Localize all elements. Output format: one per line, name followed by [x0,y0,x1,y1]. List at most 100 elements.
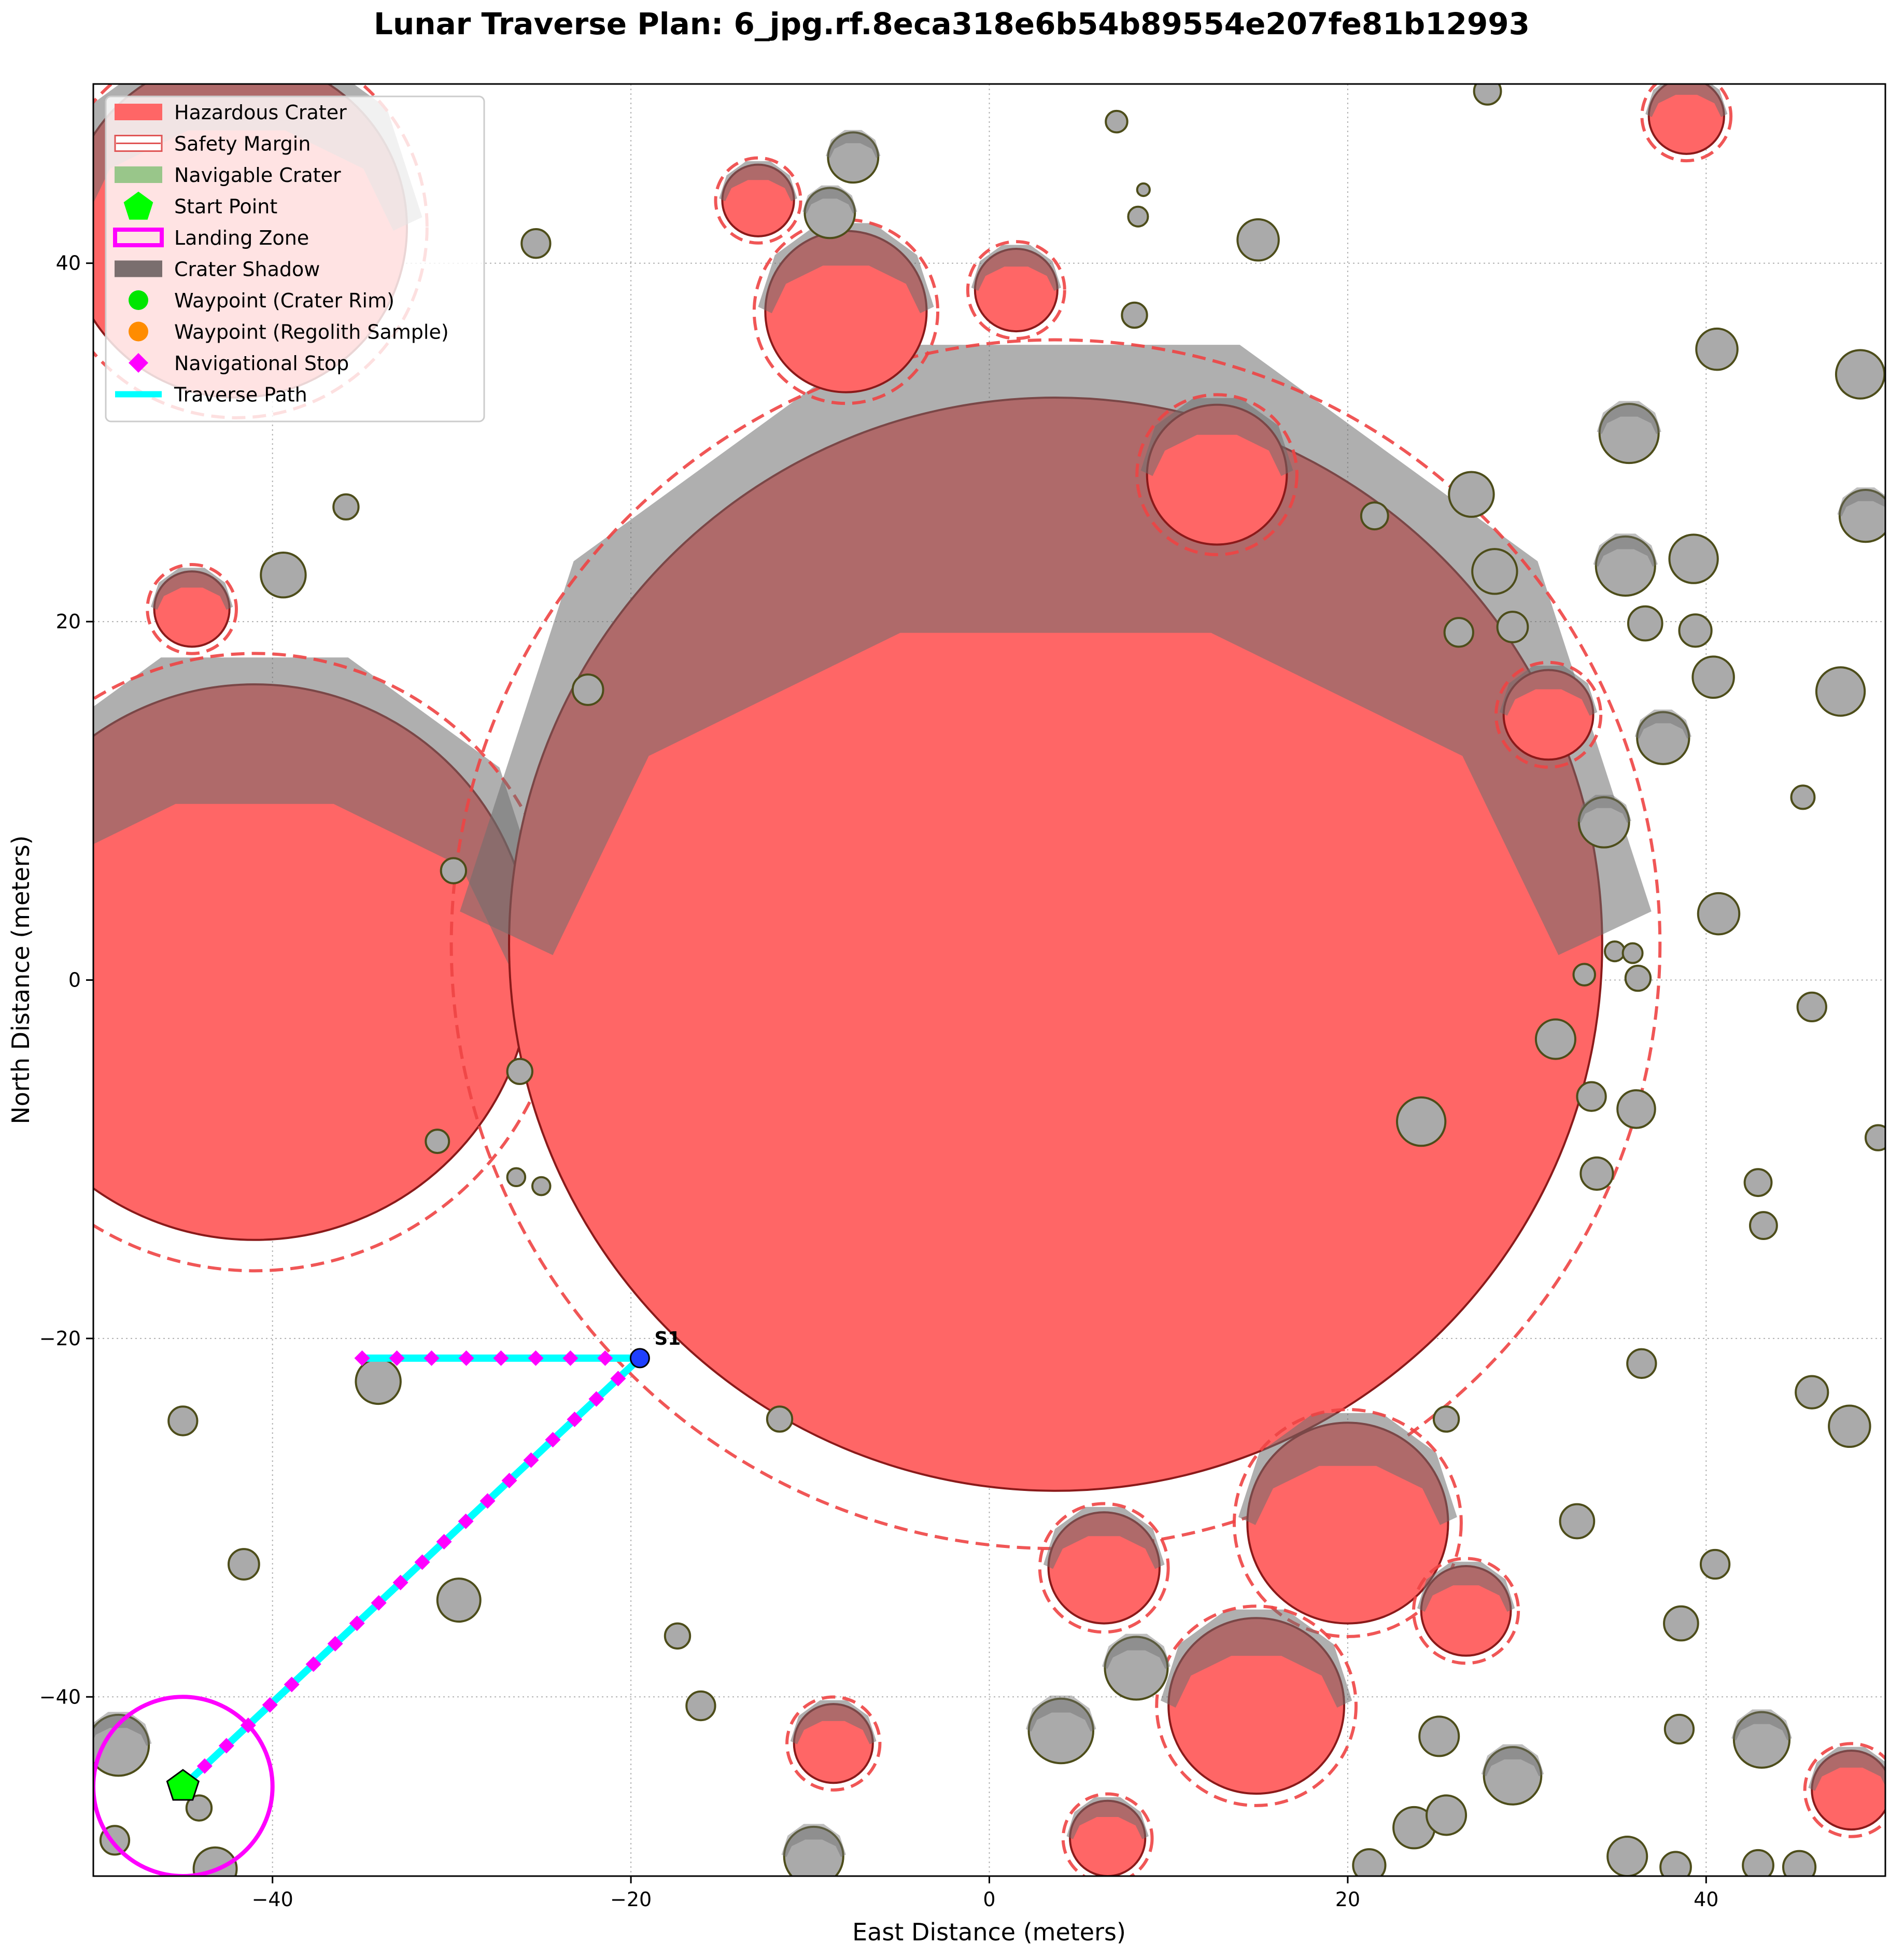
crater-shadow [781,1824,846,1857]
navigable-crater [1627,605,1663,642]
safety-margin [785,1695,882,1792]
navigational-stop [327,1636,343,1652]
navigational-stop [218,1738,234,1754]
crater-shadow [826,130,881,158]
safety-margin [1038,1502,1170,1634]
crater-shadow [1837,487,1885,517]
legend-swatch [129,290,148,310]
y-tick-label: 0 [68,969,81,992]
legend-swatch [129,321,148,342]
crater-shadow [1066,1797,1149,1839]
start-point [166,1769,200,1801]
legend-box [105,95,485,422]
navigable-crater [1236,218,1280,262]
safety-margin [1412,1557,1520,1665]
crater-shadow [93,657,558,968]
crater-shadow [1481,1744,1544,1777]
navigable-crater [1360,501,1389,531]
legend-label: Landing Zone [174,227,309,249]
navigable-crater [1432,1405,1460,1433]
navigable-crater [531,1176,552,1196]
navigable-crater [1595,535,1656,597]
crater-shadow [971,245,1061,291]
navigable-crater [1471,548,1518,595]
safety-margin [1232,1408,1463,1638]
navigational-stop [501,1472,517,1488]
chart-title: Lunar Traverse Plan: 6_jpg.rf.8eca318e6b… [374,6,1530,41]
navigable-crater [1697,892,1741,936]
navigational-stop [458,1513,474,1529]
crater-shadow [151,568,233,610]
crater-shadow [1026,1695,1096,1732]
crater-shadow [1731,1709,1792,1741]
crater-shadow [719,161,797,202]
navigable-crater [827,131,880,184]
legend-swatch [115,104,162,120]
navigable-crater [1796,991,1827,1023]
navigable-crater [93,1713,150,1777]
navigable-crater [1795,1375,1829,1410]
legend-label: Start Point [174,195,277,218]
navigable-crater [1576,1081,1607,1112]
waypoint-label: S1 [654,1328,681,1349]
navigable-crater [506,1167,527,1188]
navigable-crater [1663,1713,1695,1745]
navigable-crater [1699,1548,1731,1580]
legend-swatch [123,191,153,220]
legend-label: Hazardous Crater [174,101,347,124]
navigational-stop [562,1350,579,1366]
crater-shadow [1238,1413,1457,1525]
navigable-crater [1426,1794,1468,1836]
legend-label: Waypoint (Crater Rim) [174,289,394,312]
navigational-stop [371,1595,387,1611]
navigational-stop [458,1350,474,1366]
navigational-stop [349,1615,365,1631]
legend-label: Crater Shadow [174,258,320,281]
x-tick-label: 40 [1694,1888,1718,1911]
crater-shadow [1102,1633,1170,1669]
legend-label: Navigable Crater [174,164,341,187]
waypoint-marker [629,1348,650,1369]
navigable-crater [1136,182,1151,198]
navigable-crater [1659,1851,1692,1876]
crater-shadow [1140,398,1293,476]
y-tick-label: −20 [39,1327,81,1350]
navigable-crater [1603,940,1626,963]
crater-shadow [802,185,857,214]
navigable-crater [1695,327,1739,371]
navigable-crater [436,1577,482,1623]
navigational-stop [389,1350,405,1366]
navigational-stop [414,1554,430,1570]
safety-margin [146,563,238,655]
navigable-crater [1748,1211,1778,1241]
navigable-crater [1496,611,1529,643]
crater-shadow [758,223,934,314]
crater-shadow [1417,1561,1515,1612]
safety-margin [1494,660,1603,769]
navigable-crater [1616,1089,1656,1129]
safety-margin [966,240,1066,341]
navigable-crater [1127,205,1149,228]
crater-shadow [1808,1746,1885,1791]
navigable-crater [1621,942,1644,964]
navigable-crater [1742,1849,1774,1876]
navigational-stop [528,1350,544,1366]
navigational-stop [588,1391,604,1407]
navigational-stop [567,1411,583,1427]
navigable-crater [1027,1697,1095,1765]
navigable-crater [167,1405,199,1436]
navigational-stop [479,1493,496,1509]
navigable-crater [1448,471,1495,518]
legend: Hazardous Crater Safety Margin Navigable C… [105,95,485,422]
safety-margin [1155,1604,1358,1807]
navigable-crater [1626,1348,1657,1379]
x-tick-label: −40 [252,1888,293,1911]
crater-shadow [1043,1506,1165,1569]
x-tick-label: −20 [610,1888,652,1911]
navigable-crater [1352,1848,1387,1876]
navigable-crater [1577,796,1630,849]
navigational-stop [392,1574,408,1590]
navigational-stop [436,1534,452,1550]
navigable-crater [783,1825,844,1876]
legend-swatch [115,260,162,277]
